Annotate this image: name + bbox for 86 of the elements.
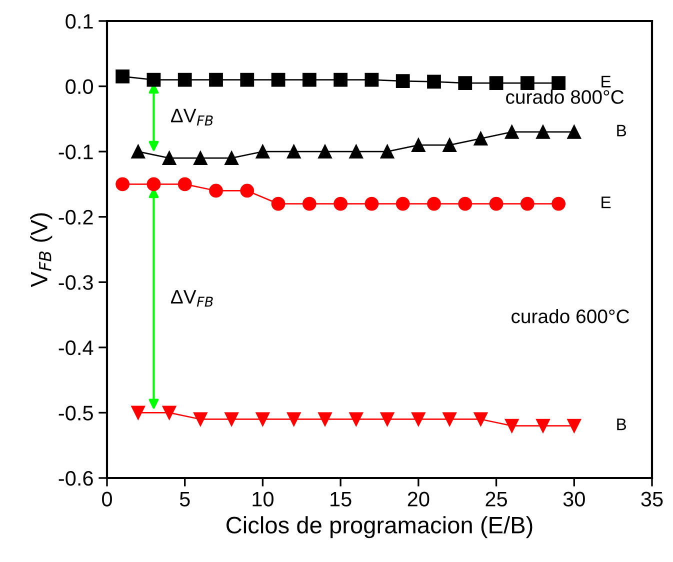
point xyxy=(318,412,332,426)
point xyxy=(224,151,239,166)
point xyxy=(256,412,270,426)
point xyxy=(364,196,379,211)
point xyxy=(209,184,223,198)
y-tick-label: -0.6 xyxy=(58,471,93,486)
point xyxy=(442,412,457,426)
text: B xyxy=(617,418,626,430)
point xyxy=(162,406,176,420)
point xyxy=(364,72,379,87)
point xyxy=(131,144,146,159)
x-tick-label: 20 xyxy=(408,492,430,506)
point xyxy=(224,412,239,426)
point xyxy=(536,125,550,139)
x-tick-label: 5 xyxy=(180,492,190,506)
point xyxy=(162,151,176,166)
point xyxy=(146,72,161,87)
x-tick-label: 15 xyxy=(330,492,352,506)
point xyxy=(458,76,472,90)
point xyxy=(240,72,254,87)
y-tick-label: 0.1 xyxy=(66,14,93,29)
point xyxy=(504,418,519,433)
point xyxy=(240,184,254,198)
y-tick-label: -0.2 xyxy=(58,210,93,225)
point xyxy=(442,138,457,152)
point xyxy=(567,418,582,433)
point xyxy=(427,196,441,211)
point xyxy=(520,76,534,90)
point xyxy=(380,144,394,159)
point xyxy=(286,412,301,426)
x-tick-label: 35 xyxy=(641,492,663,506)
y-tick-label: 0.0 xyxy=(66,79,93,94)
point xyxy=(396,196,410,211)
point xyxy=(256,144,270,159)
point xyxy=(178,177,192,192)
x-tick-label: 0 xyxy=(102,492,112,506)
point xyxy=(380,412,394,426)
point xyxy=(504,125,519,139)
text: B xyxy=(617,124,626,136)
point xyxy=(567,125,582,139)
point xyxy=(271,196,286,211)
point xyxy=(349,144,364,159)
point xyxy=(458,196,472,211)
x-tick-label: 25 xyxy=(486,492,507,506)
point xyxy=(411,138,426,152)
point xyxy=(474,132,488,146)
x-tick-label: 10 xyxy=(252,492,274,506)
text: E xyxy=(602,196,611,208)
point xyxy=(474,412,488,426)
point xyxy=(131,406,146,420)
point xyxy=(489,76,504,90)
point xyxy=(193,151,208,166)
annotation: ΔV$_{FB}$ xyxy=(170,108,213,126)
point xyxy=(193,412,208,426)
point xyxy=(552,76,566,90)
annotation: curado 800°C xyxy=(506,90,624,104)
point xyxy=(302,196,316,211)
y-tick-label: -0.5 xyxy=(58,406,93,420)
y-tick-label: -0.3 xyxy=(58,275,93,290)
point xyxy=(520,196,534,211)
x-axis-title: Ciclos de programacion (E/B) xyxy=(226,516,532,538)
point xyxy=(318,144,332,159)
point xyxy=(209,72,223,87)
point xyxy=(427,74,441,89)
point xyxy=(489,196,504,211)
point xyxy=(178,72,192,87)
point xyxy=(116,177,130,192)
y-axis-title: V$_{FB}$ (V) xyxy=(30,213,52,288)
point xyxy=(286,144,301,159)
annotation: ΔV$_{FB}$ xyxy=(170,290,213,307)
annotation: curado 600°C xyxy=(512,308,630,324)
point xyxy=(334,72,348,87)
point xyxy=(116,70,130,84)
x-tick-label: 30 xyxy=(563,492,585,506)
point xyxy=(146,177,161,192)
point xyxy=(302,72,316,87)
point xyxy=(396,74,410,88)
point xyxy=(349,412,364,426)
point xyxy=(334,196,348,211)
point xyxy=(271,72,286,87)
point xyxy=(552,196,566,211)
point xyxy=(536,418,550,433)
point xyxy=(411,412,426,426)
text: E xyxy=(602,76,611,88)
y-tick-label: -0.1 xyxy=(58,144,93,160)
y-tick-label: -0.4 xyxy=(58,340,94,356)
